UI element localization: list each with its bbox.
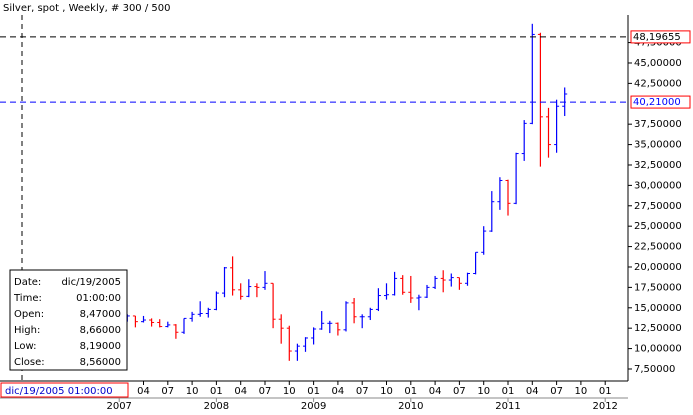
x-tick-label: 10 bbox=[477, 386, 490, 397]
cursor-date: dic/19/2005 01:00:00 bbox=[5, 386, 113, 397]
x-tick-label: 07 bbox=[550, 386, 563, 397]
info-key: Low: bbox=[14, 341, 37, 352]
x-tick-label: 04 bbox=[429, 386, 442, 397]
y-tick-label: 20,00000 bbox=[634, 262, 682, 273]
y-tick-label: 10,00000 bbox=[634, 344, 682, 355]
x-tick-label: 10 bbox=[186, 386, 199, 397]
y-tick-label: 37,50000 bbox=[634, 119, 682, 130]
crosshair-label: 48,19655 bbox=[633, 32, 681, 43]
year-label: 2012 bbox=[592, 401, 617, 412]
year-label: 2009 bbox=[301, 401, 326, 412]
chart-title: Silver, spot , Weekly, # 300 / 500 bbox=[3, 3, 171, 14]
info-key: Date: bbox=[14, 277, 41, 288]
info-key: High: bbox=[14, 325, 40, 336]
y-tick-label: 22,50000 bbox=[634, 242, 682, 253]
info-value: 8,66000 bbox=[80, 325, 121, 336]
y-tick-label: 15,00000 bbox=[634, 303, 682, 314]
info-key: Close: bbox=[14, 357, 45, 368]
info-value: 8,19000 bbox=[80, 341, 121, 352]
y-tick-label: 35,00000 bbox=[634, 140, 682, 151]
x-tick-label: 10 bbox=[283, 386, 296, 397]
x-tick-label: 01 bbox=[404, 386, 417, 397]
y-tick-label: 45,00000 bbox=[634, 58, 682, 69]
x-tick-label: 10 bbox=[380, 386, 393, 397]
info-key: Open: bbox=[14, 309, 44, 320]
info-panel: Date: dic/19/2005 Time: 01:00:00 Open: 8,4700… bbox=[9, 269, 128, 371]
crosshair-label-box bbox=[630, 30, 691, 44]
x-tick-label: 01 bbox=[307, 386, 320, 397]
info-value: 8,56000 bbox=[80, 357, 121, 368]
x-tick-label: 01 bbox=[502, 386, 515, 397]
x-tick-label: 04 bbox=[332, 386, 345, 397]
info-value: 8,47000 bbox=[80, 309, 121, 320]
x-tick-label: 01 bbox=[210, 386, 223, 397]
x-tick-label: 07 bbox=[356, 386, 369, 397]
year-label: 2008 bbox=[204, 401, 229, 412]
x-tick-label: 07 bbox=[259, 386, 272, 397]
y-tick-label: 25,00000 bbox=[634, 221, 682, 232]
y-tick-label: 12,50000 bbox=[634, 323, 682, 334]
info-value: dic/19/2005 bbox=[61, 277, 121, 288]
crosshair-label-box bbox=[630, 95, 691, 109]
x-tick-label: 10 bbox=[575, 386, 588, 397]
x-tick-label: 07 bbox=[161, 386, 174, 397]
year-label: 2007 bbox=[106, 401, 131, 412]
cursor-date-box bbox=[0, 382, 129, 398]
y-tick-label: 17,50000 bbox=[634, 282, 682, 293]
x-tick-label: 04 bbox=[137, 386, 150, 397]
x-tick-label: 04 bbox=[526, 386, 539, 397]
y-tick-label: 27,50000 bbox=[634, 201, 682, 212]
crosshair-label: 40,21000 bbox=[633, 97, 681, 108]
info-value: 01:00:00 bbox=[76, 293, 121, 304]
y-tick-label: 32,50000 bbox=[634, 160, 682, 171]
x-tick-label: 01 bbox=[599, 386, 612, 397]
y-tick-label: 42,50000 bbox=[634, 78, 682, 89]
y-tick-label: 30,00000 bbox=[634, 180, 682, 191]
info-panel-box bbox=[9, 269, 128, 371]
year-label: 2011 bbox=[495, 401, 520, 412]
y-tick-label: 7,50000 bbox=[634, 364, 675, 375]
info-key: Time: bbox=[13, 293, 42, 304]
year-label: 2010 bbox=[398, 401, 423, 412]
x-tick-label: 07 bbox=[453, 386, 466, 397]
x-tick-label: 04 bbox=[234, 386, 247, 397]
